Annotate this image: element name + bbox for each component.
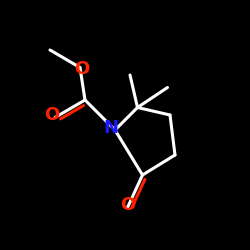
Text: O: O [74, 60, 90, 78]
Text: O: O [44, 106, 60, 124]
Text: O: O [120, 196, 135, 214]
Text: N: N [104, 119, 119, 137]
